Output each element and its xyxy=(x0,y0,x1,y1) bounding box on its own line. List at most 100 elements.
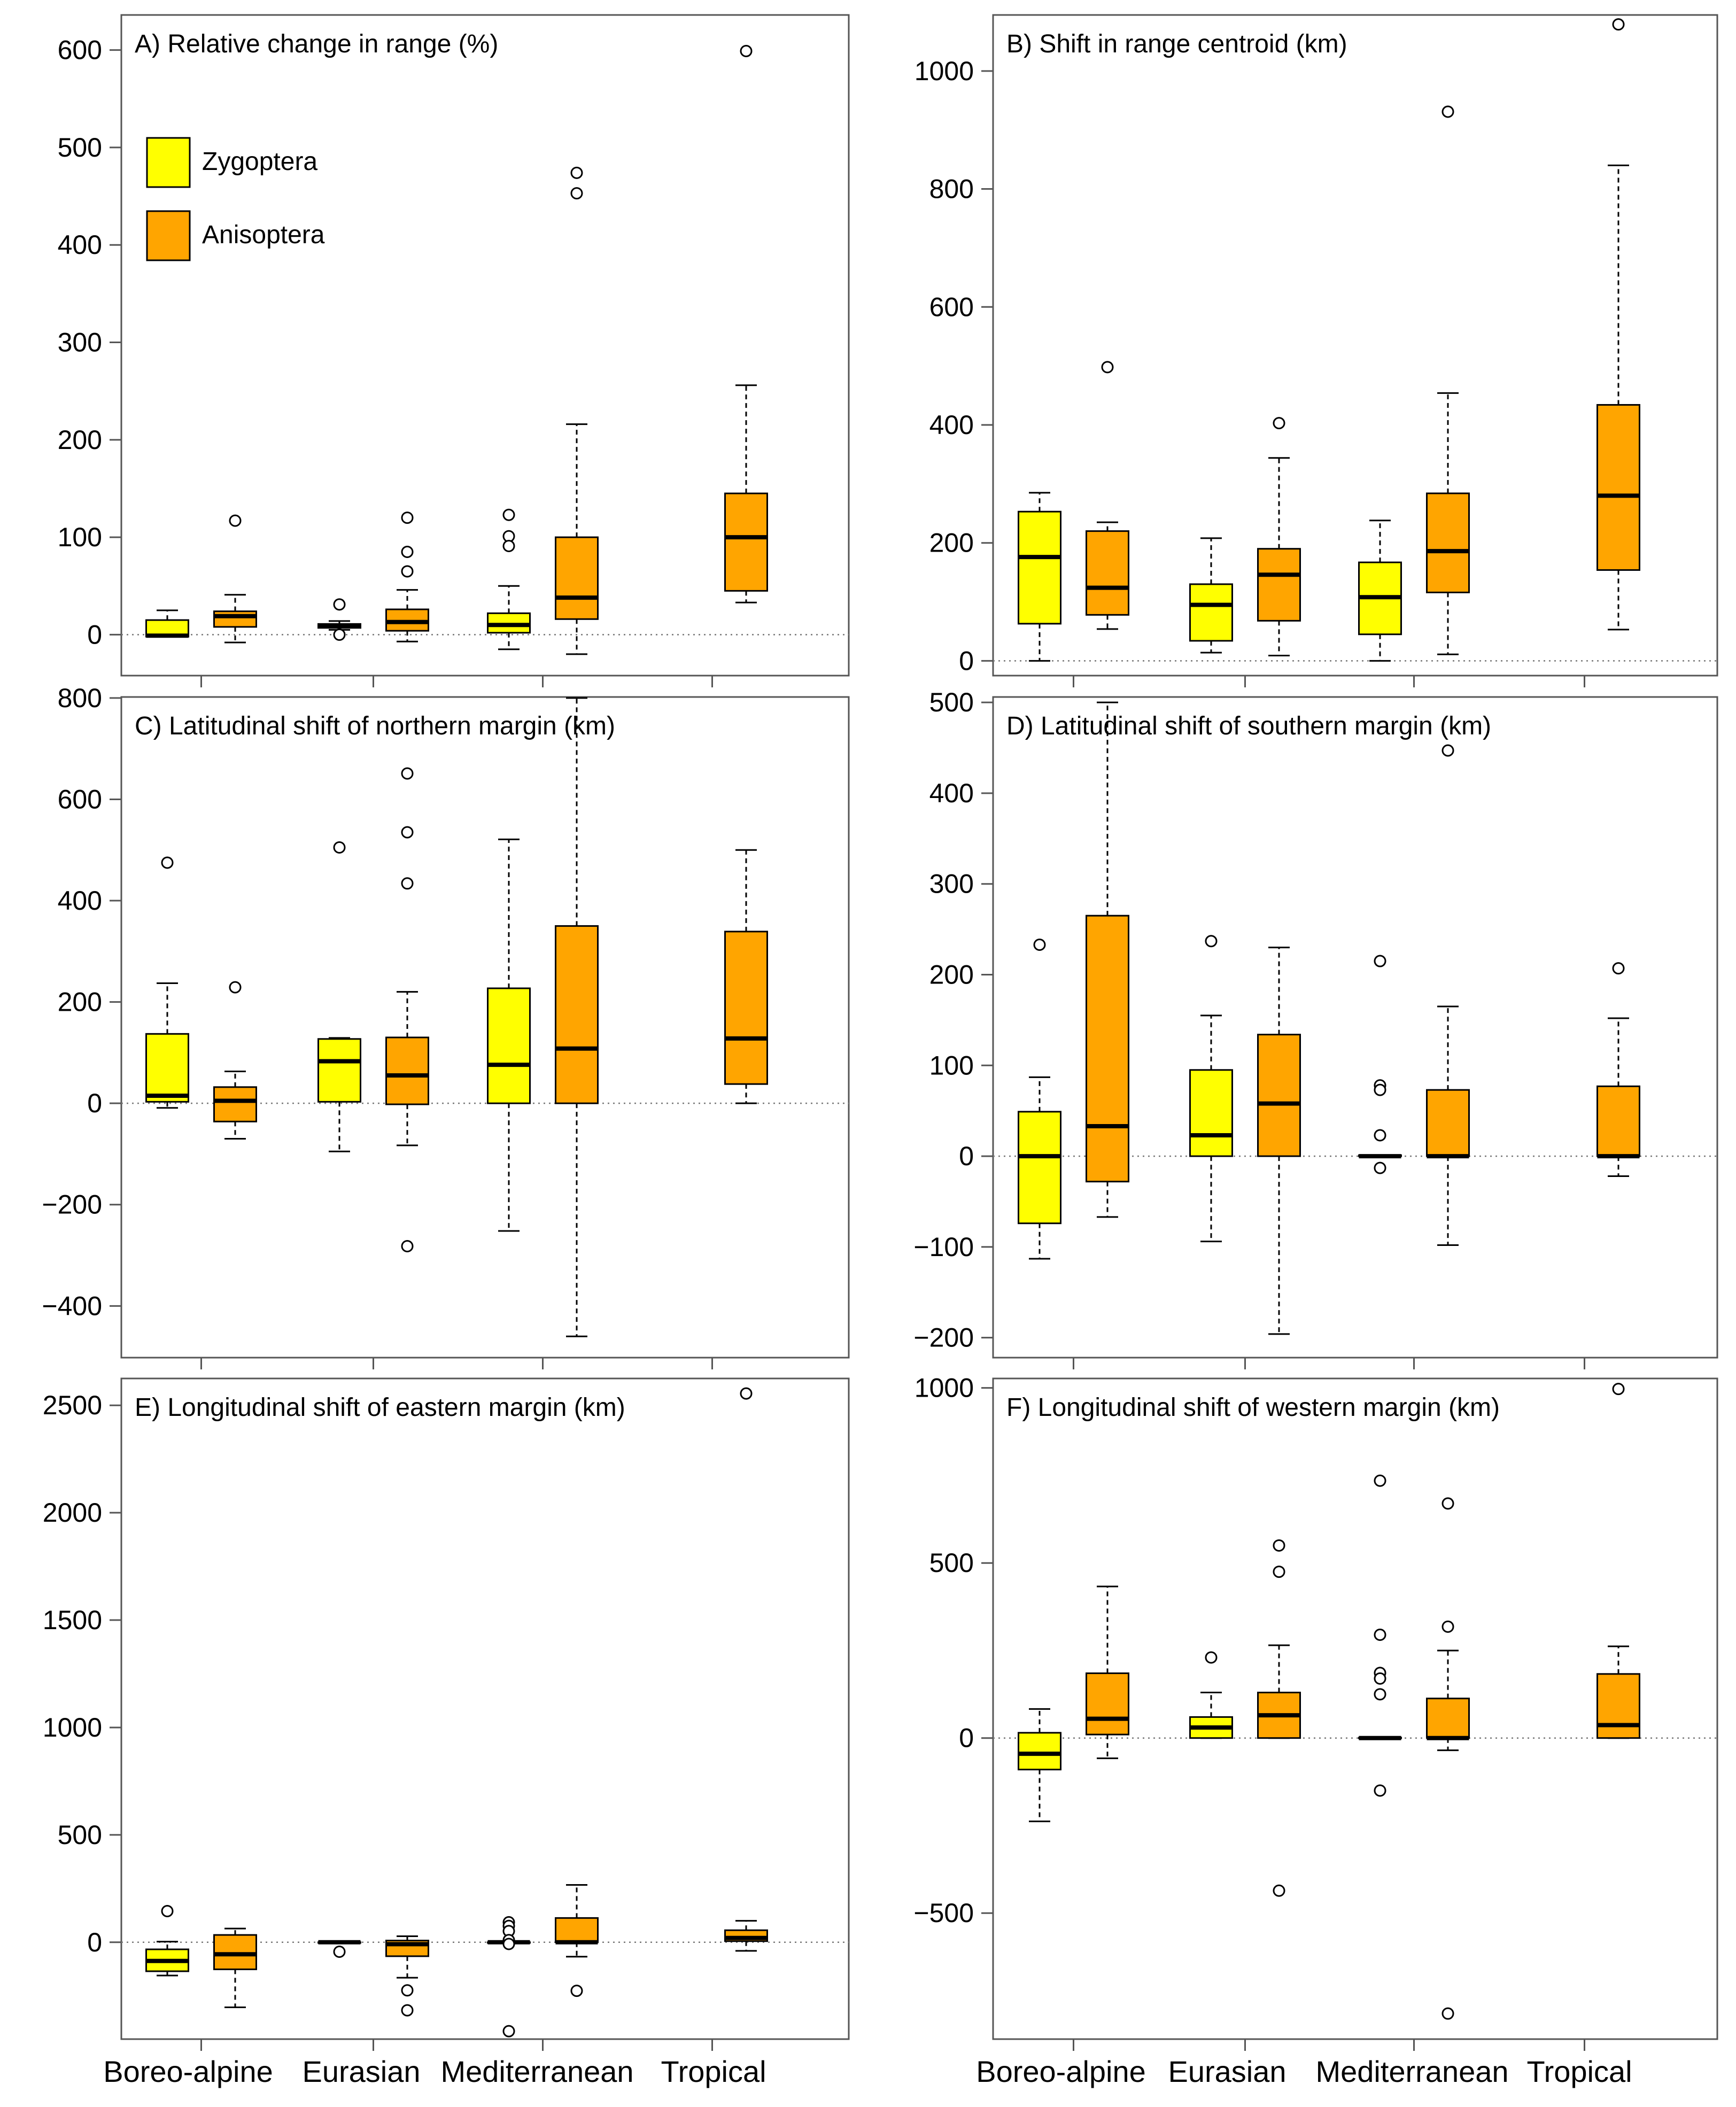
panel-title: F) Longitudinal shift of western margin … xyxy=(1006,1393,1500,1422)
y-tick-label: 0 xyxy=(959,1141,974,1171)
iqr-box xyxy=(1257,1034,1301,1157)
box-group xyxy=(1018,701,1640,1335)
category-label-eurasian: Eurasian xyxy=(1168,2055,1286,2088)
box-anisoptera-boreo-alpine xyxy=(213,981,257,1140)
outlier-point xyxy=(740,1387,753,1400)
box-anisoptera-mediterranean xyxy=(1426,105,1470,655)
category-label-mediterranean: Mediterranean xyxy=(440,2055,633,2088)
outlier-point xyxy=(333,1945,346,1958)
legend-item-zygoptera: Zygoptera xyxy=(146,137,317,188)
plot-frame xyxy=(120,14,850,677)
y-tick-label: 600 xyxy=(929,292,974,322)
y-tick-label: −200 xyxy=(913,1323,974,1353)
y-tick-label: −100 xyxy=(913,1232,974,1262)
outlier-point xyxy=(229,514,242,527)
iqr-box xyxy=(1596,1673,1640,1739)
outlier-point xyxy=(1442,105,1454,118)
outlier-point xyxy=(1612,18,1625,31)
box-anisoptera-eurasian xyxy=(1257,417,1301,656)
legend-label: Anisoptera xyxy=(202,221,325,249)
outlier-point xyxy=(401,2004,414,2017)
outlier-point xyxy=(1374,1672,1386,1685)
iqr-box xyxy=(1086,530,1129,616)
iqr-box xyxy=(1257,548,1301,622)
y-tick-label: −400 xyxy=(42,1291,102,1321)
outlier-point xyxy=(1374,1083,1386,1096)
box-group xyxy=(1018,1383,1640,2020)
iqr-box xyxy=(724,492,768,592)
outlier-point xyxy=(1374,1628,1386,1641)
y-tick-label: 300 xyxy=(929,869,974,899)
y-tick-label: 400 xyxy=(929,410,974,440)
panel-a: 0 100 200 300 400 500 600 A) Relative change in… xyxy=(58,14,850,687)
outlier-point xyxy=(1205,935,1218,948)
box-zygoptera-eurasian xyxy=(317,598,361,641)
y-tick-label: 0 xyxy=(959,1723,974,1753)
outlier-point xyxy=(1374,955,1386,967)
y-tick-label: 400 xyxy=(58,886,102,916)
category-label-tropical: Tropical xyxy=(1526,2055,1632,2088)
outlier-point xyxy=(1273,1539,1285,1552)
category-label-mediterranean: Mediterranean xyxy=(1315,2055,1508,2088)
outlier-point xyxy=(570,166,583,179)
y-tick-label: 500 xyxy=(929,687,974,717)
legend-item-anisoptera: Anisoptera xyxy=(146,210,325,261)
outlier-point xyxy=(1442,744,1454,757)
panel-b: 0 200 400 600 800 1000 B) Shift in range centr… xyxy=(914,14,1718,687)
iqr-box xyxy=(1018,1732,1061,1771)
box-zygoptera-boreo-alpine xyxy=(145,1905,189,1977)
legend-label: Zygoptera xyxy=(202,148,317,176)
panel-title: D) Latitudinal shift of southern margin … xyxy=(1006,712,1491,740)
box-group xyxy=(145,44,768,655)
plot-frame xyxy=(992,14,1718,677)
box-anisoptera-tropical xyxy=(724,44,768,603)
outlier-point xyxy=(1374,1784,1386,1797)
outlier-point xyxy=(570,1985,583,1997)
box-zygoptera-mediterranean xyxy=(487,1916,531,2038)
panel-e: 0 500 1000 1500 2000 2500 E) Longitudinal shif… xyxy=(43,1377,850,2088)
outlier-point xyxy=(401,545,414,558)
outlier-point xyxy=(502,2025,515,2038)
iqr-box xyxy=(555,925,599,1104)
box-zygoptera-eurasian xyxy=(1189,1651,1233,1739)
box-zygoptera-boreo-alpine xyxy=(145,856,189,1109)
y-tick-label: 1000 xyxy=(43,1713,102,1742)
box-anisoptera-boreo-alpine xyxy=(1086,361,1129,630)
outlier-point xyxy=(161,856,174,869)
iqr-box xyxy=(385,1036,429,1105)
plot-frame xyxy=(120,696,850,1359)
iqr-box xyxy=(1189,583,1233,642)
box-zygoptera-eurasian xyxy=(317,841,361,1152)
y-tick-label: 500 xyxy=(58,1820,102,1850)
y-tick-label: −500 xyxy=(913,1898,974,1928)
outlier-point xyxy=(333,598,346,611)
box-anisoptera-mediterranean xyxy=(555,1884,599,1997)
outlier-point xyxy=(1442,1497,1454,1510)
iqr-box xyxy=(1086,915,1129,1183)
y-tick-label: 500 xyxy=(929,1548,974,1578)
outlier-point xyxy=(1442,1620,1454,1633)
outlier-point xyxy=(740,44,753,57)
legend-swatch xyxy=(146,137,191,188)
box-zygoptera-boreo-alpine xyxy=(145,609,189,638)
box-anisoptera-eurasian xyxy=(1257,947,1301,1335)
iqr-box xyxy=(1018,510,1061,625)
box-anisoptera-boreo-alpine xyxy=(1086,1585,1129,1760)
iqr-box xyxy=(1189,1069,1233,1157)
box-zygoptera-eurasian xyxy=(1189,935,1233,1243)
category-label-boreo-alpine: Boreo-alpine xyxy=(103,2055,273,2088)
outlier-point xyxy=(1612,962,1625,975)
y-tick-label: 200 xyxy=(58,425,102,455)
y-tick-label: 0 xyxy=(87,1088,102,1118)
box-zygoptera-boreo-alpine xyxy=(1018,1708,1061,1823)
box-zygoptera-mediterranean xyxy=(487,508,531,650)
box-anisoptera-mediterranean xyxy=(555,166,599,655)
iqr-box xyxy=(555,1917,599,1943)
outlier-point xyxy=(502,540,515,553)
panel-f: −500 0 500 1000 F) Longitudinal shift of wes… xyxy=(913,1373,1718,2088)
box-anisoptera-mediterranean xyxy=(1426,1497,1470,2020)
y-tick-label: 200 xyxy=(929,528,974,558)
y-tick-label: 2500 xyxy=(43,1390,102,1420)
outlier-point xyxy=(161,1905,174,1918)
outlier-point xyxy=(401,1240,414,1252)
